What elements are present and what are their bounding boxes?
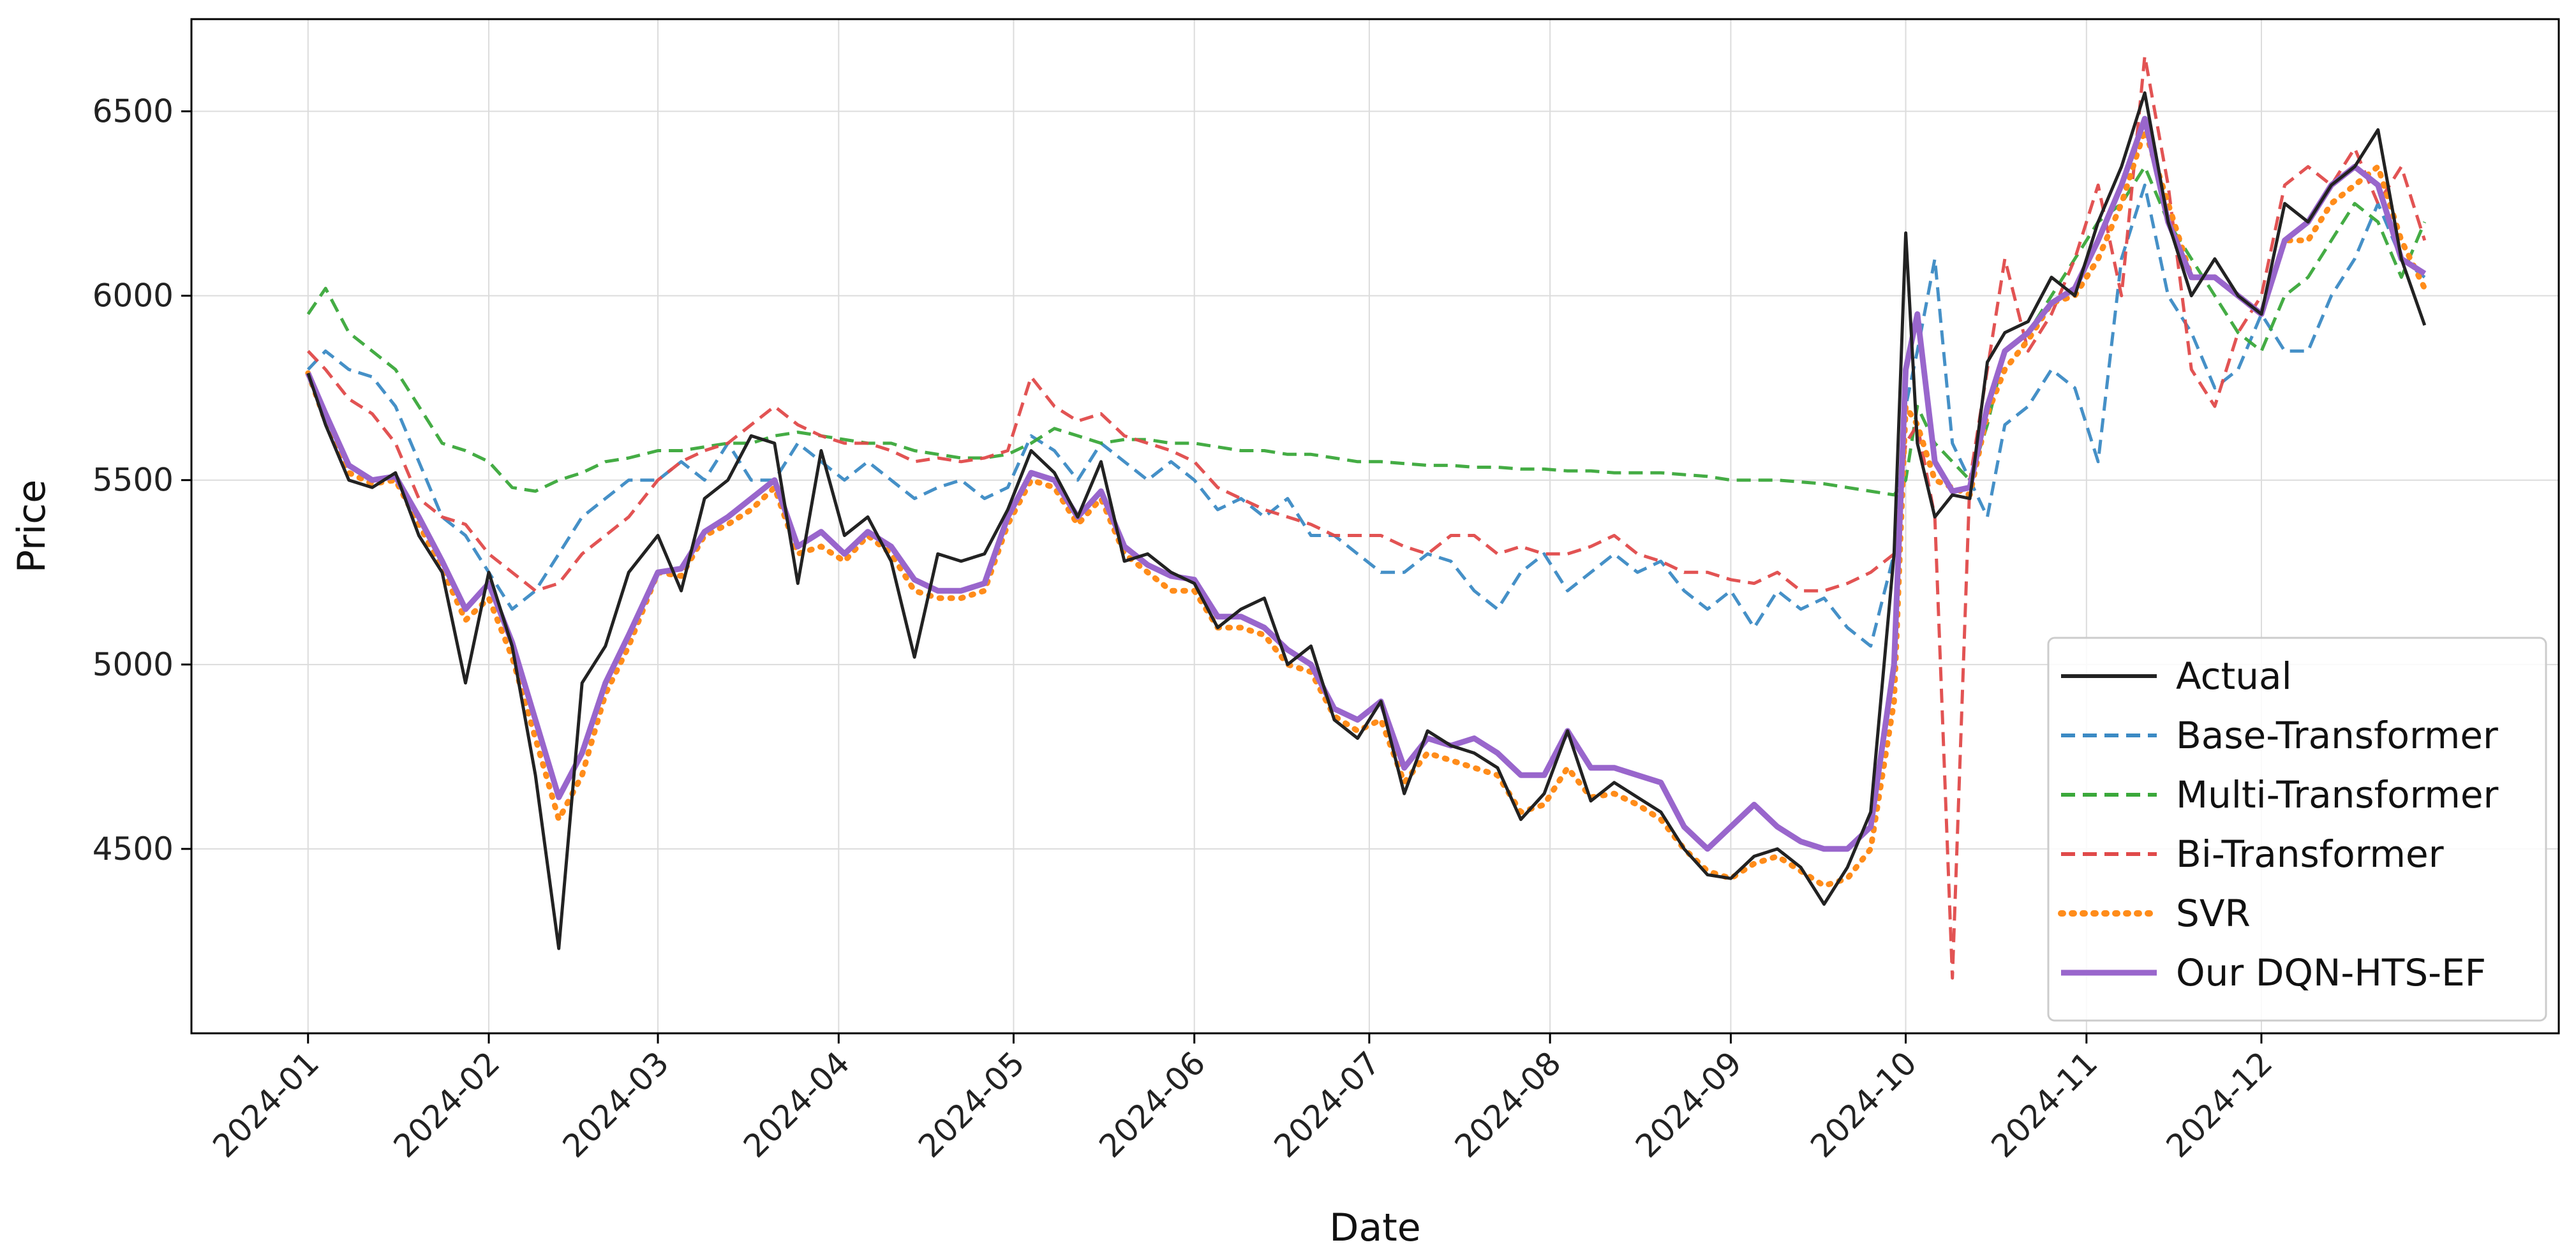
legend-box [2047,637,2547,1022]
legend-label: Base-Transformer [2176,714,2498,757]
y-axis-label: Price [10,480,54,573]
x-axis-label: Date [1329,1206,1420,1250]
x-tick-label: 2024-05 [911,1044,1032,1165]
y-tick-label: 5500 [93,462,174,499]
legend-label: SVR [2176,892,2251,935]
series-line-base-transformer [306,183,2426,648]
series-line-actual [306,91,2427,950]
x-tick-label: 2024-12 [2159,1044,2280,1165]
x-tick-label: 2024-08 [1448,1044,1568,1165]
x-tick-label: 2024-10 [1803,1044,1924,1165]
x-tick-label: 2024-06 [1092,1044,1212,1165]
x-tick-label: 2024-11 [1984,1044,2105,1165]
x-tick-label: 2024-02 [387,1044,507,1165]
series-line-multi-transformer [306,165,2427,497]
x-axis-ticks: 2024-01 2024-02 2024-03 2024-04 2024-05 2024-… [206,1033,2280,1165]
x-tick-label: 2024-09 [1628,1044,1749,1165]
x-tick-label: 2024-03 [556,1044,676,1165]
y-axis-ticks: 4500 5000 5500 6000 6500 [93,93,191,867]
x-tick-label: 2024-07 [1267,1044,1388,1165]
y-tick-label: 6500 [93,93,174,130]
legend-label: Bi-Transformer [2176,832,2444,876]
y-tick-label: 4500 [93,830,174,867]
series-line-our-dqn-hts-ef [305,115,2427,852]
legend: Actual Base-Transformer Multi-Transformer B… [2047,637,2547,1022]
plot-frame [190,18,2560,1035]
legend-label: Our DQN-HTS-EF [2176,951,2486,994]
y-tick-label: 6000 [93,277,174,314]
x-tick-label: 2024-04 [736,1044,857,1165]
x-tick-label: 2024-01 [206,1044,327,1165]
y-tick-label: 5000 [93,646,174,683]
legend-label: Actual [2176,654,2292,698]
legend-label: Multi-Transformer [2176,773,2499,816]
series-lines [305,54,2428,980]
